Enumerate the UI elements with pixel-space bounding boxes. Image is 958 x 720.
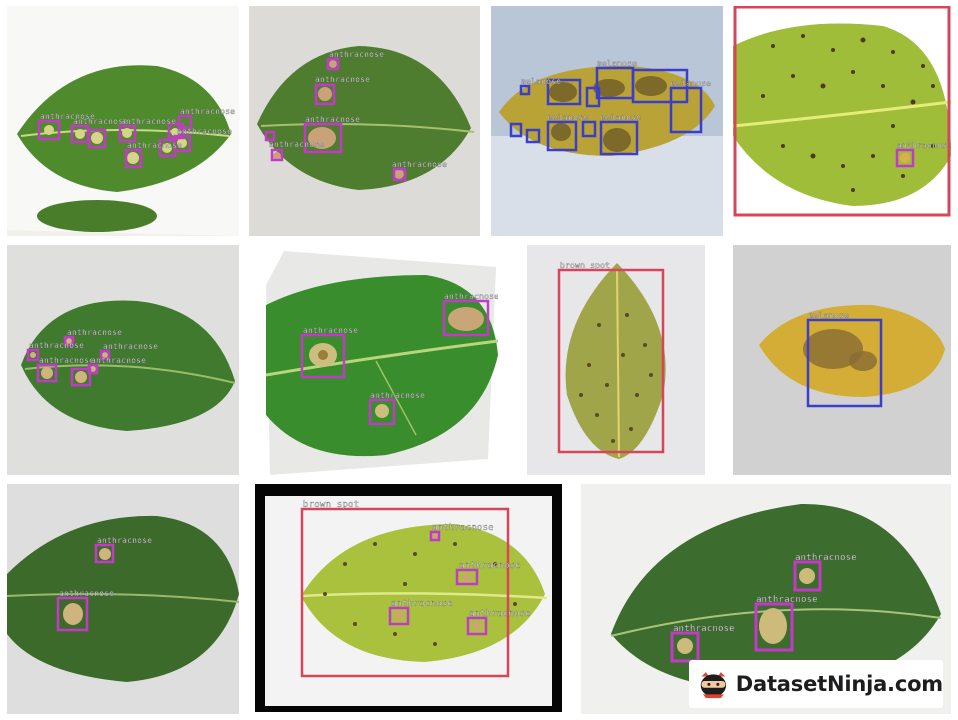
bbox-anthracnose [87, 128, 107, 149]
label-anthracnose: anthracnose [305, 115, 360, 124]
bbox-brown-spot [300, 507, 510, 678]
watermark-banner: DatasetNinja.com [689, 660, 943, 708]
label-anthracnose: anthracnose [432, 523, 494, 533]
image-tile-9: anthracnose anthracnose [7, 484, 239, 714]
label-anthracnose: anthracnose [897, 141, 951, 150]
label-anthracnose: anthracnose [121, 117, 176, 126]
label-anthracnose: anthracnose [303, 326, 358, 335]
label-melanose: melanose [809, 311, 849, 320]
bbox-anthracnose [124, 148, 143, 169]
label-anthracnose: anthracnose [673, 624, 735, 634]
image-tile-3: melanose melanose melanose melanose mela… [491, 6, 723, 236]
tile-2-image: anthracnose anthracnose anthracnose anth… [249, 6, 480, 236]
label-anthracnose: anthracnose [370, 391, 425, 400]
image-tile-6: anthracnose anthracnose anthracnose [266, 245, 498, 475]
bbox-brown-spot [733, 6, 951, 217]
label-anthracnose: anthracnose [97, 536, 152, 545]
tile-9-image: anthracnose anthracnose [7, 484, 239, 714]
label-anthracnose: anthracnose [40, 112, 95, 121]
image-tile-1: anthracnose anthracnose anthracnose anth… [7, 6, 239, 236]
image-tile-7: brown spot [527, 245, 705, 475]
tile-4-image: anthracnose [733, 6, 951, 218]
bbox-melanose [806, 318, 883, 408]
label-melanose: melanose [671, 79, 711, 88]
label-melanose: melanose [521, 77, 561, 86]
image-tile-8: melanose [733, 245, 951, 475]
tile-10-image: brown spot anthracnose anthracnose anthr… [255, 484, 562, 712]
label-anthracnose: anthracnose [59, 589, 114, 598]
label-anthracnose: anthracnose [329, 50, 384, 59]
label-anthracnose: anthracnose [103, 342, 158, 351]
bbox-anthracnose [167, 122, 185, 140]
label-anthracnose: anthracnose [469, 609, 531, 619]
image-tile-4: anthracnose [733, 6, 951, 218]
image-tile-5: anthracnose anthracnose anthracnose anth… [7, 245, 239, 475]
tile-7-image: brown spot [527, 245, 705, 475]
tile-3-image: melanose melanose melanose melanose mela… [491, 6, 723, 236]
label-anthracnose: anthracnose [444, 292, 498, 301]
label-anthracnose: anthracnose [39, 356, 94, 365]
bbox-brown-spot [557, 268, 665, 454]
label-anthracnose: anthracnose [391, 599, 453, 609]
label-brown-spot: brown spot [303, 500, 359, 510]
tile-6-image: anthracnose anthracnose anthracnose [266, 245, 498, 475]
label-anthracnose: anthracnose [91, 356, 146, 365]
label-anthracnose: anthracnose [29, 341, 84, 350]
tile-1-image: anthracnose anthracnose anthracnose anth… [7, 6, 239, 236]
tile-5-image: anthracnose anthracnose anthracnose anth… [7, 245, 239, 475]
label-anthracnose: anthracnose [180, 107, 235, 116]
label-anthracnose: anthracnose [73, 117, 128, 126]
label-brown-spot: brown spot [560, 261, 610, 270]
bbox-anthracnose [37, 119, 61, 141]
image-tile-10: brown spot anthracnose anthracnose anthr… [255, 484, 562, 712]
label-anthracnose: anthracnose [67, 328, 122, 337]
label-melanose: melanose [601, 113, 641, 122]
tile-8-image: melanose [733, 245, 951, 475]
bbox-anthracnose [118, 124, 137, 143]
image-tile-2: anthracnose anthracnose anthracnose anth… [249, 6, 480, 236]
label-anthracnose: anthracnose [127, 141, 182, 150]
label-anthracnose: anthracnose [315, 75, 370, 84]
label-anthracnose: anthracnose [459, 561, 521, 571]
ninja-icon [700, 672, 727, 699]
label-anthracnose: anthracnose [392, 160, 447, 169]
label-anthracnose: anthracnose [795, 553, 857, 563]
brand-name: DatasetNinja.com [735, 672, 943, 696]
label-anthracnose: anthracnose [269, 140, 324, 149]
label-anthracnose: anthracnose [756, 595, 818, 605]
label-melanose: melanose [597, 59, 637, 68]
label-anthracnose: anthracnose [177, 127, 232, 136]
bbox-anthracnose [177, 114, 193, 130]
label-melanose: melanose [548, 113, 588, 122]
